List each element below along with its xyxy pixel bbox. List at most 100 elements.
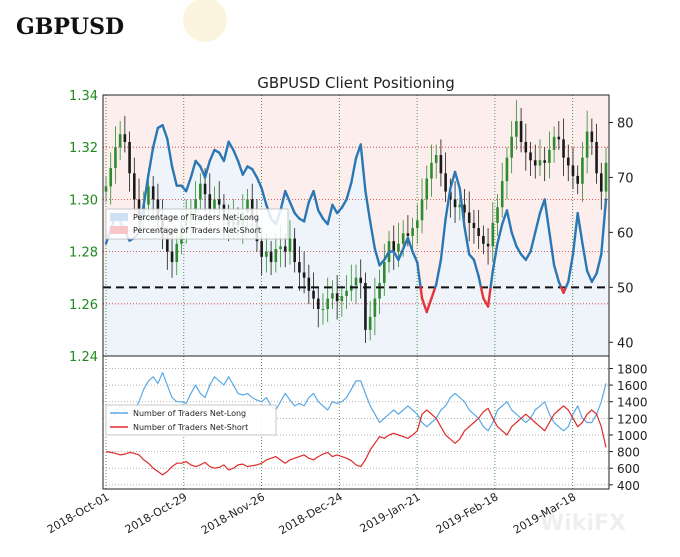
pct-long-segment <box>340 198 348 209</box>
candle <box>411 228 414 236</box>
candle <box>482 235 485 244</box>
candle <box>312 290 315 299</box>
candle <box>604 162 608 192</box>
right-tick-label: 60 <box>617 226 634 241</box>
pct-long-segment <box>241 165 249 176</box>
candle <box>326 298 329 310</box>
pct-long-segment <box>199 165 207 179</box>
right-tick-label: 80 <box>617 116 634 131</box>
candle <box>175 243 179 263</box>
x-tick-label: 2019-Feb-18 <box>434 490 501 536</box>
candle <box>302 272 306 278</box>
count-tick-label: 1800 <box>617 362 648 376</box>
candle <box>599 173 603 192</box>
candle <box>170 251 174 263</box>
pct-short-segment <box>486 286 492 308</box>
candle <box>269 251 273 263</box>
candle <box>114 147 117 169</box>
pct-long-segment <box>510 231 518 248</box>
candle <box>519 121 523 142</box>
pct-long-segment <box>161 124 169 141</box>
candle <box>392 241 396 252</box>
pct-long-segment <box>581 242 589 273</box>
pct-long-segment <box>236 159 244 176</box>
pct-long-segment <box>496 222 504 245</box>
left-tick-label: 1.32 <box>69 141 98 156</box>
candle <box>383 262 386 283</box>
candle <box>533 160 537 166</box>
left-tick-label: 1.28 <box>69 246 98 261</box>
candle <box>453 199 457 208</box>
pct-long-segment <box>184 176 193 193</box>
candle <box>147 186 150 205</box>
candle <box>118 134 122 148</box>
pct-long-segment <box>279 189 287 212</box>
candle <box>133 173 136 200</box>
candle <box>340 295 344 302</box>
right-tick-label: 70 <box>617 171 634 186</box>
pct-long-segment <box>529 231 537 253</box>
legend-top: Percentage of Traders Net-Long Percentag… <box>105 208 289 240</box>
watermark-text: WikiFX <box>540 511 626 536</box>
candle <box>199 183 202 200</box>
candle <box>439 155 443 174</box>
pct-long-segment <box>335 206 344 215</box>
candle <box>458 204 462 208</box>
candle <box>552 136 556 150</box>
watermark-logo-icon <box>183 0 227 42</box>
candle <box>345 290 348 296</box>
candle <box>557 136 561 140</box>
pct-long-segment <box>397 247 405 262</box>
pct-long-segment <box>392 250 400 262</box>
x-tick-label: 2019-Jan-21 <box>358 490 423 535</box>
candle <box>123 134 127 142</box>
pct-long-segment <box>491 242 499 273</box>
right-axis: 40 50 60 70 80 <box>609 116 634 351</box>
candle <box>581 157 584 184</box>
pct-long-segment <box>449 170 457 190</box>
count-tick-label: 1000 <box>617 429 648 443</box>
candle <box>444 173 447 192</box>
pct-long-segment <box>453 170 461 190</box>
candle <box>265 251 268 257</box>
pct-long-segment <box>543 198 551 234</box>
right-axis-count: 400 600 800 1000 1200 1400 1600 1800 <box>609 362 648 493</box>
candle <box>260 241 263 257</box>
candle <box>562 139 565 158</box>
candle <box>505 157 509 182</box>
pct-long-segment <box>458 187 466 229</box>
pct-long-segment <box>345 181 353 201</box>
candle <box>208 194 212 210</box>
candle <box>378 282 381 299</box>
chart-title: GBPUSD Client Positioning <box>257 74 455 92</box>
candle <box>472 222 476 229</box>
right-tick-label: 40 <box>617 336 634 351</box>
pct-long-segment <box>576 211 584 245</box>
candle <box>321 309 325 311</box>
pct-long-segment <box>227 140 235 152</box>
candle <box>401 233 405 244</box>
left-tick-label: 1.34 <box>69 89 98 104</box>
pct-long-segment <box>302 200 311 223</box>
count-tick-label: 400 <box>617 479 640 493</box>
candle <box>217 199 221 205</box>
pct-long-segment <box>401 236 410 251</box>
pct-long-segment <box>463 225 471 256</box>
x-tick-label: 2018-Oct-29 <box>123 490 189 536</box>
left-tick-label: 1.30 <box>69 193 98 208</box>
traders-panel-frame <box>102 355 610 490</box>
x-tick-label: 2018-Dec-24 <box>277 490 345 537</box>
candle <box>510 136 513 158</box>
candle <box>486 243 490 247</box>
pct-long-segment <box>444 187 452 220</box>
legend-swatch-long <box>110 213 128 221</box>
pct-long-segment <box>590 272 598 284</box>
candle <box>595 141 598 174</box>
candle <box>397 243 400 252</box>
candle <box>500 181 504 208</box>
candle <box>467 212 471 223</box>
candle <box>496 207 499 223</box>
candle <box>463 204 466 213</box>
count-short-line <box>105 405 607 476</box>
count-tick-label: 600 <box>617 462 640 476</box>
